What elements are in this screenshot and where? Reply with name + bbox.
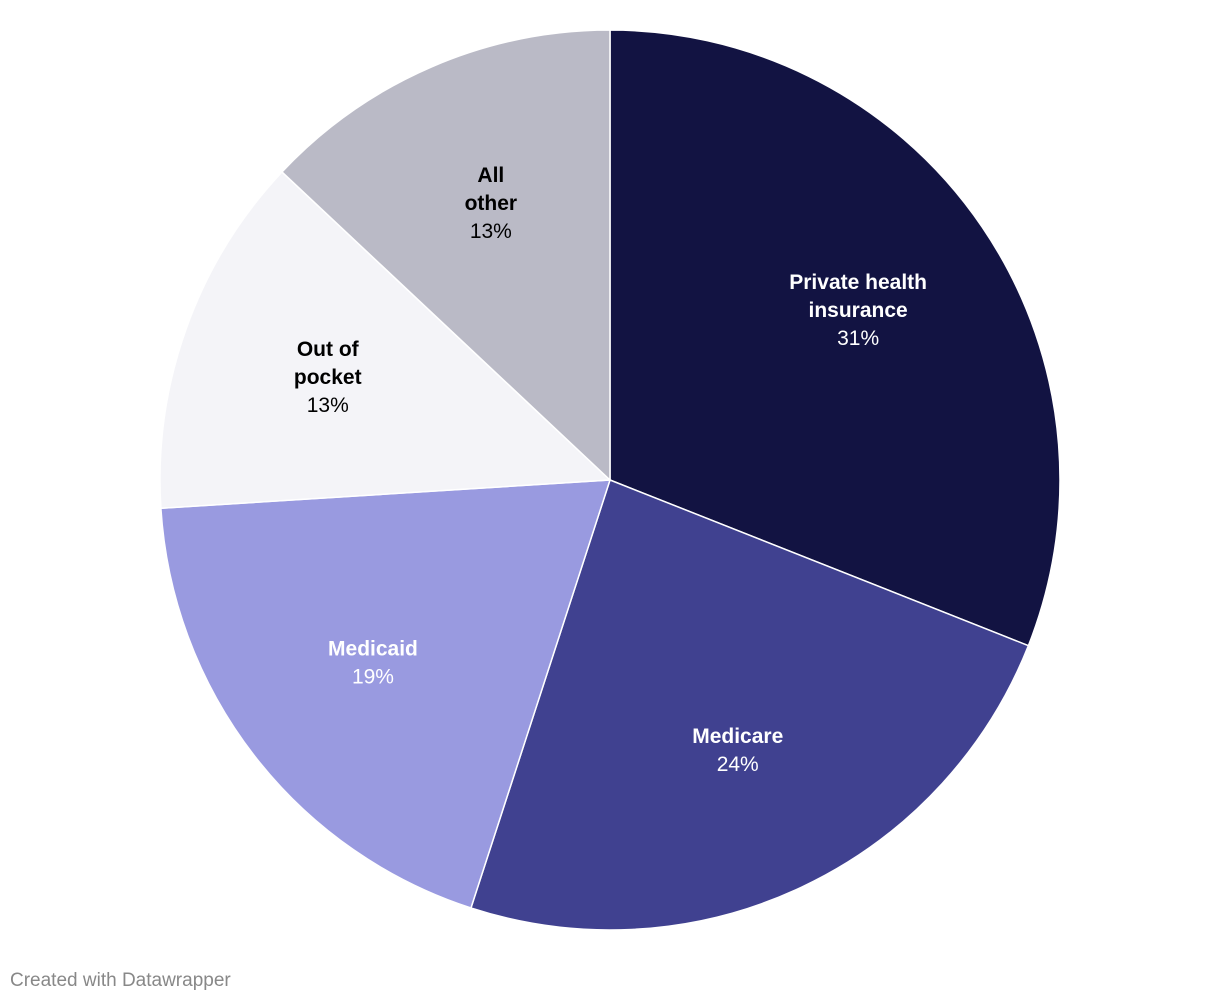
credit-text: Created with Datawrapper [10, 970, 231, 991]
slice-name-text: pocket [294, 366, 362, 389]
slice-name-text: insurance [809, 299, 908, 322]
slice-name-text: Medicaid [328, 637, 418, 660]
slice-name-text: Private health [789, 271, 927, 294]
slice-value-label: 31% [837, 327, 879, 350]
slice-label-medicaid: Medicaid 19% [328, 637, 418, 688]
slice-value-label: 13% [470, 220, 512, 243]
pie-labels: Private healthinsurance31%Medicare24%Med… [294, 164, 927, 776]
slice-value-label: 13% [307, 394, 349, 417]
pie-slice-all-other [281, 29, 611, 481]
slice-label-private-health-insurance: Private health insurance 31% [789, 271, 927, 350]
slice-label-medicare: Medicare 24% [692, 725, 783, 776]
slice-value-label: 24% [717, 753, 759, 776]
slice-name-text: Out of [297, 338, 360, 361]
slice-label-out-of-pocket: Out of pocket 13% [294, 338, 362, 417]
slice-value-label: 19% [352, 665, 394, 688]
slice-name-text: other [465, 192, 518, 215]
slice-name-text: Medicare [692, 725, 783, 748]
pie-slice-out-of-pocket [159, 171, 611, 510]
pie-slices [159, 29, 1061, 931]
pie-slice-medicaid [160, 479, 611, 909]
pie-slice-medicare [470, 479, 1030, 931]
slice-label-all-other: All other 13% [465, 164, 518, 243]
slice-name-text: All [477, 164, 504, 187]
pie-slice-private-health-insurance [609, 29, 1061, 647]
